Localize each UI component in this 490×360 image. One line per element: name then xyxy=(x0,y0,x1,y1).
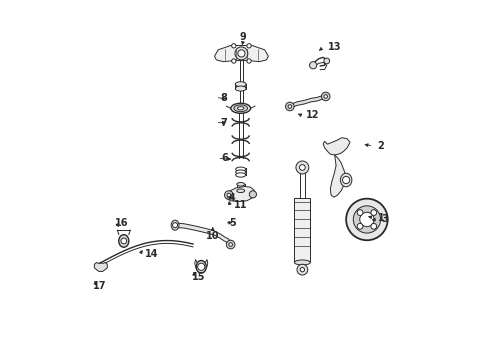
Circle shape xyxy=(232,44,236,48)
Circle shape xyxy=(299,165,305,170)
Ellipse shape xyxy=(237,189,245,193)
Text: 12: 12 xyxy=(306,111,319,121)
Circle shape xyxy=(357,210,363,216)
Circle shape xyxy=(226,240,235,249)
Text: 2: 2 xyxy=(378,141,385,151)
Circle shape xyxy=(172,223,177,228)
Circle shape xyxy=(227,193,231,197)
Circle shape xyxy=(346,199,388,240)
Circle shape xyxy=(235,47,248,60)
Text: 1: 1 xyxy=(378,213,385,222)
Polygon shape xyxy=(323,138,350,155)
Ellipse shape xyxy=(235,82,246,87)
Circle shape xyxy=(288,105,292,108)
Ellipse shape xyxy=(237,183,245,186)
Circle shape xyxy=(371,224,377,229)
Circle shape xyxy=(324,95,327,98)
Polygon shape xyxy=(95,262,107,271)
Text: 10: 10 xyxy=(206,231,220,240)
Polygon shape xyxy=(294,198,310,262)
Circle shape xyxy=(247,59,251,63)
Ellipse shape xyxy=(231,103,250,113)
Circle shape xyxy=(321,92,330,101)
Ellipse shape xyxy=(236,167,245,171)
Ellipse shape xyxy=(341,173,352,187)
Text: 4: 4 xyxy=(229,193,236,203)
Text: 14: 14 xyxy=(145,248,158,258)
Circle shape xyxy=(229,243,232,246)
Ellipse shape xyxy=(235,86,246,91)
Ellipse shape xyxy=(236,173,245,177)
Circle shape xyxy=(247,44,251,48)
Text: 5: 5 xyxy=(229,218,236,228)
Text: 9: 9 xyxy=(240,32,246,41)
Circle shape xyxy=(286,102,294,111)
Circle shape xyxy=(343,176,350,184)
Polygon shape xyxy=(175,223,231,246)
Ellipse shape xyxy=(238,107,244,110)
Text: 3: 3 xyxy=(381,215,388,224)
Text: 13: 13 xyxy=(327,42,341,52)
Polygon shape xyxy=(225,186,255,202)
Ellipse shape xyxy=(294,260,310,265)
Ellipse shape xyxy=(236,170,245,174)
Circle shape xyxy=(360,212,374,226)
Circle shape xyxy=(249,191,256,198)
Circle shape xyxy=(310,62,317,69)
Text: 7: 7 xyxy=(220,118,227,128)
Polygon shape xyxy=(330,155,346,197)
Ellipse shape xyxy=(234,105,247,112)
Circle shape xyxy=(371,210,377,216)
Circle shape xyxy=(297,264,308,275)
Ellipse shape xyxy=(171,220,179,230)
Text: 17: 17 xyxy=(93,281,106,291)
Polygon shape xyxy=(290,95,326,108)
Text: 8: 8 xyxy=(220,93,227,103)
Text: 11: 11 xyxy=(234,200,248,210)
Circle shape xyxy=(296,161,309,174)
Text: 6: 6 xyxy=(221,153,228,163)
Circle shape xyxy=(197,263,205,270)
Circle shape xyxy=(353,206,381,233)
Polygon shape xyxy=(215,45,269,62)
Ellipse shape xyxy=(196,261,206,273)
Circle shape xyxy=(300,267,304,272)
Circle shape xyxy=(121,238,126,244)
Circle shape xyxy=(324,58,330,64)
Circle shape xyxy=(357,224,363,229)
Text: 16: 16 xyxy=(115,218,128,228)
Text: 15: 15 xyxy=(192,272,205,282)
Circle shape xyxy=(238,50,245,57)
Ellipse shape xyxy=(119,235,129,247)
Circle shape xyxy=(224,191,233,199)
Circle shape xyxy=(232,59,236,63)
